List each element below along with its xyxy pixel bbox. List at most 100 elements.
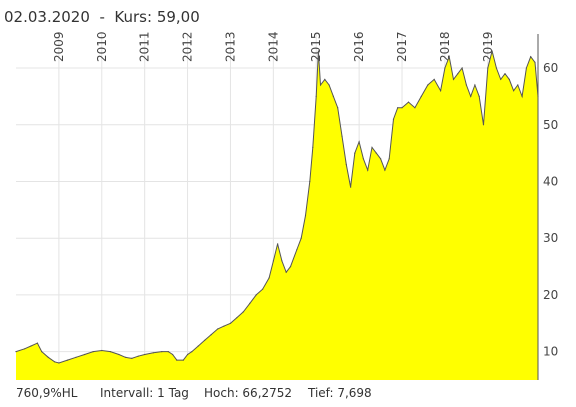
data-point xyxy=(397,107,399,109)
low-label: Tief: 7,698 xyxy=(308,386,372,400)
data-point xyxy=(530,56,532,58)
data-point xyxy=(182,359,184,361)
data-point xyxy=(296,248,298,251)
data-point xyxy=(521,95,523,97)
x-tick-label: 2015 xyxy=(309,31,323,62)
x-tick-label: 2010 xyxy=(95,31,109,62)
data-point xyxy=(229,322,232,324)
data-point xyxy=(268,277,270,279)
data-point xyxy=(15,351,17,353)
data-point xyxy=(401,107,403,109)
data-point xyxy=(457,73,459,75)
data-point xyxy=(350,186,352,188)
data-point xyxy=(197,345,199,347)
data-point xyxy=(30,345,32,347)
data-point xyxy=(500,78,502,80)
data-point xyxy=(285,271,287,273)
data-point xyxy=(204,339,206,341)
chart-title: 02.03.2020 - Kurs: 59,00 xyxy=(4,8,200,26)
data-point xyxy=(118,353,120,356)
title-separator: - xyxy=(99,8,105,26)
data-point xyxy=(328,84,330,86)
data-point xyxy=(24,348,26,350)
data-point xyxy=(304,214,307,217)
data-point xyxy=(152,352,154,354)
data-point xyxy=(191,351,193,353)
data-point xyxy=(345,163,347,166)
data-point xyxy=(47,356,49,358)
data-point xyxy=(482,124,485,126)
data-point xyxy=(367,169,369,171)
data-point xyxy=(262,288,264,290)
price-line xyxy=(15,50,539,364)
data-point xyxy=(525,67,528,69)
data-point xyxy=(109,351,111,353)
y-tick-label: 40 xyxy=(543,174,558,188)
data-point xyxy=(92,351,94,353)
data-point xyxy=(440,90,442,92)
data-point xyxy=(384,169,386,171)
data-point xyxy=(452,78,455,80)
data-point xyxy=(371,146,373,148)
x-tick-label: 2009 xyxy=(52,31,66,62)
data-point xyxy=(354,152,356,154)
data-point xyxy=(433,78,435,80)
data-point xyxy=(309,180,311,183)
data-point xyxy=(41,351,43,353)
data-point xyxy=(172,353,174,356)
data-point xyxy=(144,353,146,356)
data-point xyxy=(414,107,416,109)
data-point xyxy=(332,95,334,97)
data-point xyxy=(242,311,244,313)
data-point xyxy=(236,317,238,319)
data-point xyxy=(289,266,292,268)
data-point xyxy=(272,260,274,262)
price-area xyxy=(16,51,538,380)
data-point xyxy=(407,101,410,103)
data-point xyxy=(495,67,497,69)
data-point xyxy=(508,78,510,80)
data-point xyxy=(281,260,283,262)
y-tick-label: 60 xyxy=(543,61,558,75)
data-point xyxy=(54,361,56,363)
data-point xyxy=(491,50,493,52)
data-point xyxy=(124,356,126,358)
y-tick-label: 50 xyxy=(543,118,558,132)
data-point xyxy=(358,141,360,143)
data-point xyxy=(420,95,422,97)
data-point xyxy=(444,67,446,69)
data-point xyxy=(319,84,322,86)
data-point xyxy=(337,107,339,109)
data-point xyxy=(534,61,536,64)
data-point xyxy=(58,362,60,364)
data-point xyxy=(84,353,86,356)
data-point xyxy=(75,356,77,358)
data-point xyxy=(478,95,480,97)
x-tick-label: 2016 xyxy=(352,31,366,62)
data-point xyxy=(66,359,69,361)
data-point xyxy=(375,152,377,154)
data-point xyxy=(487,67,489,69)
x-tick-label: 2013 xyxy=(223,31,237,62)
data-point xyxy=(362,158,364,160)
data-point xyxy=(312,146,314,148)
data-point xyxy=(167,351,169,353)
data-point xyxy=(392,118,395,120)
data-point xyxy=(388,158,390,160)
data-point xyxy=(277,243,279,245)
data-point xyxy=(461,67,463,69)
data-point xyxy=(161,351,163,353)
price-value: 59,00 xyxy=(156,8,200,26)
x-tick-label: 2011 xyxy=(138,31,152,62)
high-label: Hoch: 66,2752 xyxy=(204,386,293,400)
data-point xyxy=(210,334,212,336)
data-point xyxy=(465,84,467,86)
performance-label: 760,9%HL xyxy=(16,386,78,400)
data-point xyxy=(137,355,139,357)
data-point xyxy=(255,294,257,296)
data-point xyxy=(187,353,189,356)
y-tick-label: 10 xyxy=(543,345,558,359)
data-point xyxy=(448,56,450,58)
x-tick-label: 2017 xyxy=(395,31,409,62)
